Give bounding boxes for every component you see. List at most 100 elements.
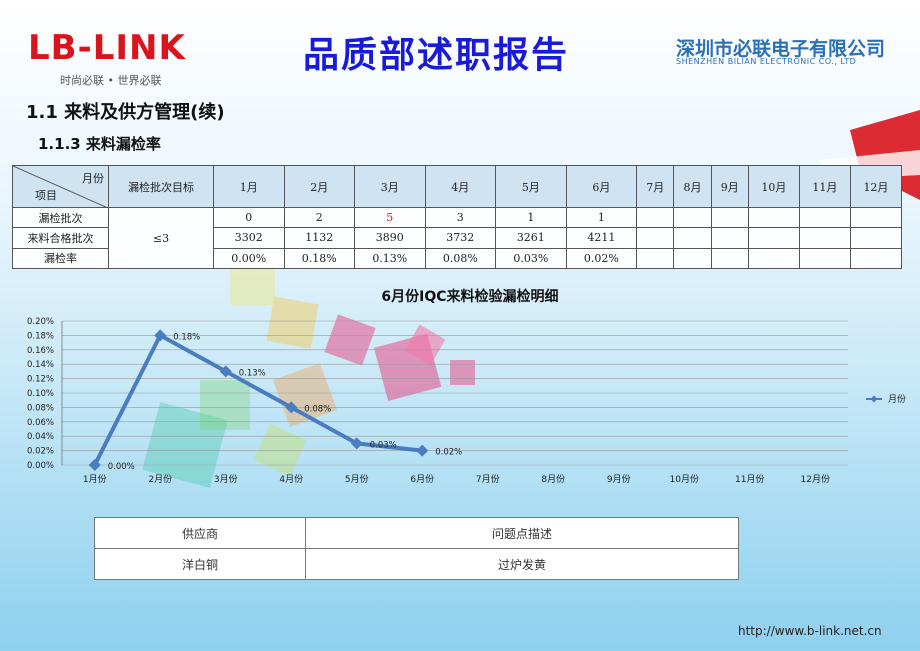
table-cell	[798, 206, 851, 229]
month-header: 3月	[354, 165, 426, 208]
table-header-row: 月份 项目 漏检批次目标 1月 2月 3月 4月 5月 6月 7月 8月 9月 …	[12, 165, 903, 208]
row-label: 漏检率	[12, 247, 109, 270]
target-header: 漏检批次目标	[108, 165, 214, 208]
table-cell	[747, 247, 800, 270]
target-value: ≤3	[108, 207, 214, 269]
month-header: 9月	[710, 165, 749, 208]
data-label: 0.03%	[370, 440, 397, 450]
table-cell	[636, 247, 675, 270]
table-cell	[710, 206, 749, 229]
month-header: 4月	[424, 165, 497, 208]
data-point	[154, 329, 167, 342]
month-header: 6月	[565, 165, 638, 208]
y-tick-label: 0.12%	[27, 375, 54, 385]
table-cell: 0.08%	[424, 247, 497, 270]
table-cell-highlight: 5	[354, 206, 426, 229]
table-header-row: 供应商 问题点描述	[94, 517, 739, 549]
table-cell	[673, 247, 712, 270]
miss-rate-line-chart: 6月份IQC来料检验漏检明细 0.00% 0.02% 0.04% 0.06% 0.08% 0…	[27, 288, 906, 485]
table-cell: 3261	[495, 227, 567, 249]
table-cell: 0.00%	[213, 247, 285, 270]
table-cell: 3302	[213, 227, 285, 249]
table-cell	[849, 247, 903, 270]
table-cell: 1	[565, 206, 638, 229]
data-point	[416, 444, 429, 457]
table-row: 漏检率 0.00% 0.18% 0.13% 0.08% 0.03% 0.02%	[12, 247, 903, 270]
table-cell	[710, 247, 749, 270]
table-cell: 1	[495, 206, 567, 229]
x-tick-label: 3月份	[214, 473, 238, 485]
supplier-cell: 洋白铜	[94, 548, 306, 580]
data-point	[219, 365, 232, 378]
table-cell	[747, 227, 800, 249]
supplier-header: 供应商	[94, 517, 306, 549]
table-cell: 2	[283, 206, 356, 229]
table-cell	[798, 247, 851, 270]
section-subtitle: 1.1.3 来料漏检率	[38, 135, 161, 153]
y-tick-label: 0.08%	[27, 403, 54, 413]
month-header: 12月	[849, 165, 903, 208]
table-cell: 3890	[354, 227, 426, 249]
table-cell: 3732	[424, 227, 497, 249]
table-cell	[849, 227, 903, 249]
y-tick-label: 0.16%	[27, 346, 54, 356]
data-label: 0.02%	[435, 448, 462, 458]
data-label: 0.13%	[239, 368, 266, 378]
table-cell: 0.13%	[354, 247, 426, 270]
company-name-en: SHENZHEN BILIAN ELECTRONIC CO., LTD	[676, 57, 857, 66]
page-title: 品质部述职报告	[303, 35, 570, 76]
table-cell	[710, 227, 749, 249]
data-label: 0.18%	[173, 332, 200, 342]
x-tick-label: 8月份	[541, 473, 565, 485]
table-cell: 4211	[565, 227, 638, 249]
chart-title: 6月份IQC来料检验漏检明细	[381, 288, 558, 305]
month-header: 11月	[798, 165, 851, 208]
table-row: 漏检批次 ≤3 0 2 5 3 1 1	[12, 206, 903, 269]
section-title: 1.1 来料及供方管理(续)	[26, 102, 225, 123]
table-cell: 0.18%	[283, 247, 356, 270]
data-label: 0.00%	[108, 462, 135, 472]
miss-rate-table: 月份 项目 漏检批次目标 1月 2月 3月 4月 5月 6月 7月 8月 9月 …	[12, 165, 903, 270]
y-tick-label: 0.04%	[27, 432, 54, 442]
issue-cell: 过炉发黄	[305, 548, 739, 580]
table-cell	[673, 227, 712, 249]
month-header: 1月	[213, 165, 285, 208]
legend-label: 月份	[888, 393, 906, 405]
y-tick-label: 0.18%	[27, 331, 54, 341]
table-cell: 0	[213, 206, 285, 229]
table-row: 洋白铜 过炉发黄	[94, 548, 739, 580]
series-line	[92, 333, 423, 466]
table-cell	[636, 206, 675, 229]
x-tick-label: 12月份	[801, 473, 830, 485]
x-tick-label: 4月份	[279, 473, 303, 485]
month-header: 5月	[495, 165, 567, 208]
y-tick-label: 0.02%	[27, 447, 54, 457]
corner-month-label: 月份	[82, 172, 104, 185]
x-tick-label: 9月份	[607, 473, 631, 485]
y-tick-label: 0.14%	[27, 360, 54, 370]
issue-header: 问题点描述	[305, 517, 739, 549]
month-header: 8月	[673, 165, 712, 208]
data-point	[88, 459, 101, 471]
legend-marker	[870, 395, 878, 403]
table-cell	[747, 206, 800, 229]
row-label: 漏检批次	[12, 206, 109, 229]
x-tick-label: 10月份	[670, 473, 699, 485]
table-cell: 3	[424, 206, 497, 229]
month-header: 2月	[283, 165, 356, 208]
table-cell: 0.03%	[495, 247, 567, 270]
table-cell	[798, 227, 851, 249]
table-row: 来料合格批次 3302 1132 3890 3732 3261 4211	[12, 227, 903, 249]
footer-url[interactable]: http://www.b-link.net.cn	[738, 624, 882, 638]
x-tick-label: 7月份	[476, 473, 500, 485]
corner-item-label: 项目	[35, 189, 57, 202]
month-header: 7月	[636, 165, 675, 208]
x-tick-label: 6月份	[410, 473, 434, 485]
x-tick-label: 5月份	[345, 473, 369, 485]
table-corner-cell: 月份 项目	[12, 165, 109, 208]
row-label: 来料合格批次	[12, 227, 109, 249]
company-logo: LB-LINK	[28, 28, 186, 68]
data-point	[285, 401, 298, 414]
month-header: 10月	[747, 165, 800, 208]
y-tick-label: 0.06%	[27, 418, 54, 428]
